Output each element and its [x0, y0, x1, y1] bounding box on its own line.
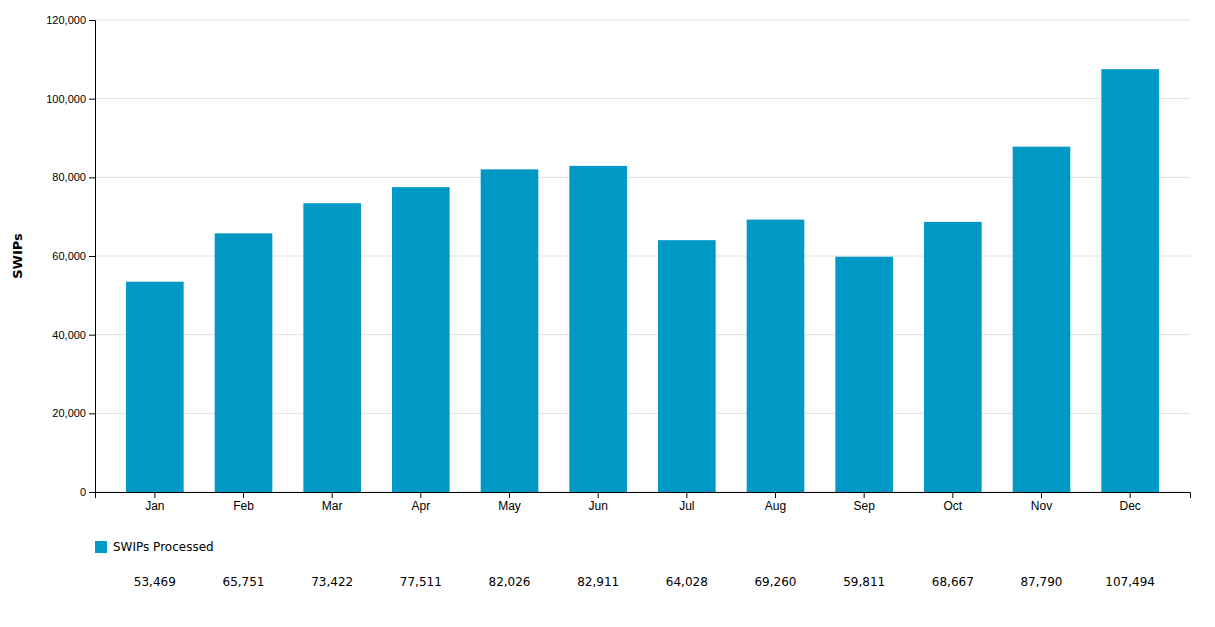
x-tick-label: Nov	[1031, 499, 1052, 513]
x-tick-mark	[1041, 492, 1042, 498]
x-tick-label: Jul	[679, 499, 694, 513]
y-tick-mark	[89, 492, 95, 493]
legend-label: SWIPs Processed	[113, 540, 214, 554]
y-tick-mark	[89, 413, 95, 414]
x-tick-mark	[686, 492, 687, 498]
x-tick: Jul	[679, 492, 694, 513]
legend-swatch	[95, 541, 107, 553]
x-tick-label: Sep	[853, 499, 875, 513]
x-tick: Nov	[1031, 492, 1052, 513]
y-tick: 120,000	[46, 14, 95, 26]
y-tick-label: 0	[80, 486, 86, 498]
data-label: 64,028	[666, 575, 708, 589]
y-axis-line	[89, 21, 96, 493]
x-tick: May	[498, 492, 521, 513]
x-tick-mark	[420, 492, 421, 498]
chart: 0 20,000 40,000 60,000 80,000 100,000 120,000 J…	[0, 0, 1215, 627]
data-label: 82,911	[577, 575, 619, 589]
y-tick-label: 60,000	[52, 250, 86, 262]
y-tick-label: 40,000	[52, 329, 86, 341]
bar	[126, 282, 184, 492]
data-label: 59,811	[843, 575, 885, 589]
x-tick-mark	[154, 492, 155, 498]
x-tick-label: Mar	[322, 499, 343, 513]
y-axis-title: SWIPs	[10, 233, 25, 279]
legend: SWIPs Processed	[95, 540, 214, 554]
data-labels: 53,469 65,751 73,422 77,511 82,026 82,911 64,0…	[134, 575, 1155, 589]
bar	[835, 257, 893, 492]
grid	[95, 20, 1190, 492]
bar	[303, 203, 361, 492]
bar	[1013, 147, 1071, 492]
bar	[569, 166, 627, 492]
data-label: 69,260	[754, 575, 796, 589]
y-axis: 0 20,000 40,000 60,000 80,000 100,000 120,000	[46, 14, 95, 498]
bar	[1101, 69, 1159, 492]
x-tick: Dec	[1119, 492, 1140, 513]
x-tick-label: Dec	[1119, 499, 1140, 513]
data-label: 73,422	[311, 575, 353, 589]
x-tick-mark	[775, 492, 776, 498]
data-label: 53,469	[134, 575, 176, 589]
y-tick-label: 120,000	[46, 14, 86, 26]
x-tick: Sep	[853, 492, 875, 513]
y-tick: 100,000	[46, 93, 95, 105]
y-tick-mark	[89, 177, 95, 178]
x-tick-mark	[332, 492, 333, 498]
bars	[126, 69, 1159, 492]
x-tick-label: May	[498, 499, 521, 513]
bar	[747, 220, 805, 492]
y-tick: 80,000	[52, 171, 95, 183]
x-tick: Mar	[322, 492, 343, 513]
y-tick-label: 20,000	[52, 407, 86, 419]
x-tick-mark	[1130, 492, 1131, 498]
x-tick-mark	[509, 492, 510, 498]
y-tick-mark	[89, 20, 95, 21]
x-tick: Jun	[588, 492, 607, 513]
y-tick: 40,000	[52, 329, 95, 341]
x-tick-label: Aug	[765, 499, 786, 513]
x-tick-label: Feb	[233, 499, 254, 513]
bar	[392, 187, 450, 492]
grid-line	[95, 98, 1190, 99]
x-tick-mark	[952, 492, 953, 498]
legend-item: SWIPs Processed	[95, 540, 214, 554]
x-tick-label: Jun	[588, 499, 607, 513]
data-label: 87,790	[1020, 575, 1062, 589]
x-tick: Jan	[145, 492, 164, 513]
x-axis-line	[96, 493, 1191, 499]
x-tick-label: Apr	[411, 499, 430, 513]
data-label: 107,494	[1105, 575, 1155, 589]
data-label: 82,026	[489, 575, 531, 589]
x-tick: Aug	[765, 492, 786, 513]
x-tick: Feb	[233, 492, 254, 513]
x-tick-mark	[243, 492, 244, 498]
data-label: 65,751	[223, 575, 265, 589]
y-tick-label: 100,000	[46, 93, 86, 105]
bar	[924, 222, 982, 492]
plot: 0 20,000 40,000 60,000 80,000 100,000 120,000 J…	[46, 14, 1190, 513]
x-axis: Jan Feb Mar Apr May Jun Jul Aug Sep Oct Nov Dec	[96, 492, 1191, 513]
x-tick-label: Jan	[145, 499, 164, 513]
bar	[215, 233, 273, 492]
bar	[658, 240, 716, 492]
x-tick-mark	[864, 492, 865, 498]
bar	[481, 169, 539, 492]
x-tick-label: Oct	[943, 499, 962, 513]
data-label: 68,667	[932, 575, 974, 589]
grid-line	[95, 20, 1190, 21]
y-tick: 0	[80, 486, 95, 498]
x-tick: Oct	[943, 492, 962, 513]
x-tick: Apr	[411, 492, 430, 513]
data-label: 77,511	[400, 575, 442, 589]
y-tick-mark	[89, 99, 95, 100]
y-tick-mark	[89, 256, 95, 257]
y-tick: 60,000	[52, 250, 95, 262]
y-tick-mark	[89, 335, 95, 336]
y-tick: 20,000	[52, 407, 95, 419]
y-tick-label: 80,000	[52, 171, 86, 183]
x-tick-mark	[598, 492, 599, 498]
